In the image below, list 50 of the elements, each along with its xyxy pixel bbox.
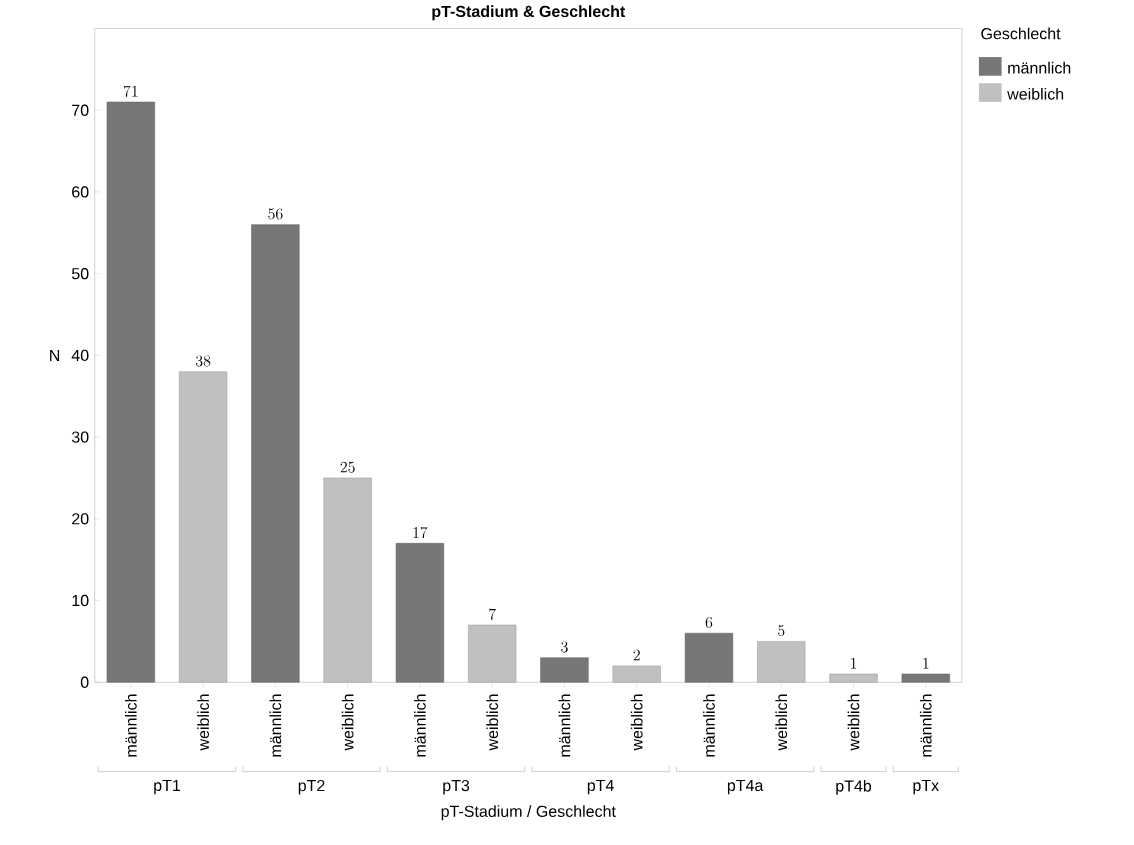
text: männlich bbox=[124, 694, 137, 757]
bar bbox=[395, 543, 445, 683]
x-axis-title: pT-Stadium / Geschlecht bbox=[441, 805, 616, 821]
y-tick-label: 10 bbox=[72, 594, 89, 607]
data-label: 25 bbox=[340, 461, 355, 473]
data-label: 1 bbox=[923, 657, 929, 669]
data-label: 7 bbox=[489, 608, 496, 620]
x-tick-label: pT4 bbox=[587, 779, 614, 795]
data-label: 6 bbox=[705, 616, 713, 628]
text: weiblich bbox=[847, 694, 860, 751]
data-label: 17 bbox=[413, 526, 428, 539]
legend-label: männlich bbox=[1008, 61, 1071, 74]
x-tick-label: pT1 bbox=[154, 779, 180, 795]
text: weiblich bbox=[197, 694, 209, 751]
y-tick-label: 30 bbox=[71, 431, 89, 443]
y-tick-label: 50 bbox=[71, 268, 89, 280]
x-tick-label: pT4a bbox=[727, 779, 764, 795]
x-tick-label: pTx bbox=[913, 779, 939, 795]
legend-label: weiblich bbox=[1007, 88, 1064, 100]
text: weiblich bbox=[486, 694, 499, 751]
data-label: 2 bbox=[633, 649, 640, 661]
bar bbox=[540, 657, 589, 683]
data-label: 38 bbox=[195, 355, 211, 367]
data-label: 1 bbox=[851, 657, 857, 669]
text: weiblich bbox=[630, 694, 643, 751]
x-tick-label: pT4b bbox=[836, 779, 872, 795]
x-tick-label: pT3 bbox=[443, 779, 470, 795]
chart-title: pT-Stadium & Geschlecht bbox=[432, 5, 626, 21]
data-label: 71 bbox=[123, 85, 138, 97]
text: weiblich bbox=[341, 694, 354, 751]
bar bbox=[251, 224, 300, 683]
legend-title: Geschlecht bbox=[981, 27, 1061, 40]
data-label: 5 bbox=[778, 625, 785, 637]
y-tick-label: 60 bbox=[72, 186, 89, 198]
text: männlich bbox=[703, 694, 715, 757]
bar bbox=[106, 101, 155, 683]
x-tick-label: pT2 bbox=[298, 779, 325, 795]
text: männlich bbox=[558, 694, 571, 757]
y-axis-title: N bbox=[50, 349, 60, 361]
data-label: 3 bbox=[561, 641, 568, 653]
y-tick-label: 70 bbox=[72, 104, 89, 116]
y-tick-label: 40 bbox=[71, 349, 89, 362]
text: männlich bbox=[269, 694, 282, 757]
text: männlich bbox=[919, 694, 932, 757]
y-tick-label: 20 bbox=[72, 513, 89, 525]
text: weiblich bbox=[775, 694, 788, 751]
bar bbox=[684, 632, 734, 683]
y-tick-label: 0 bbox=[80, 676, 89, 688]
data-label: 56 bbox=[268, 208, 283, 220]
text: männlich bbox=[414, 694, 426, 757]
